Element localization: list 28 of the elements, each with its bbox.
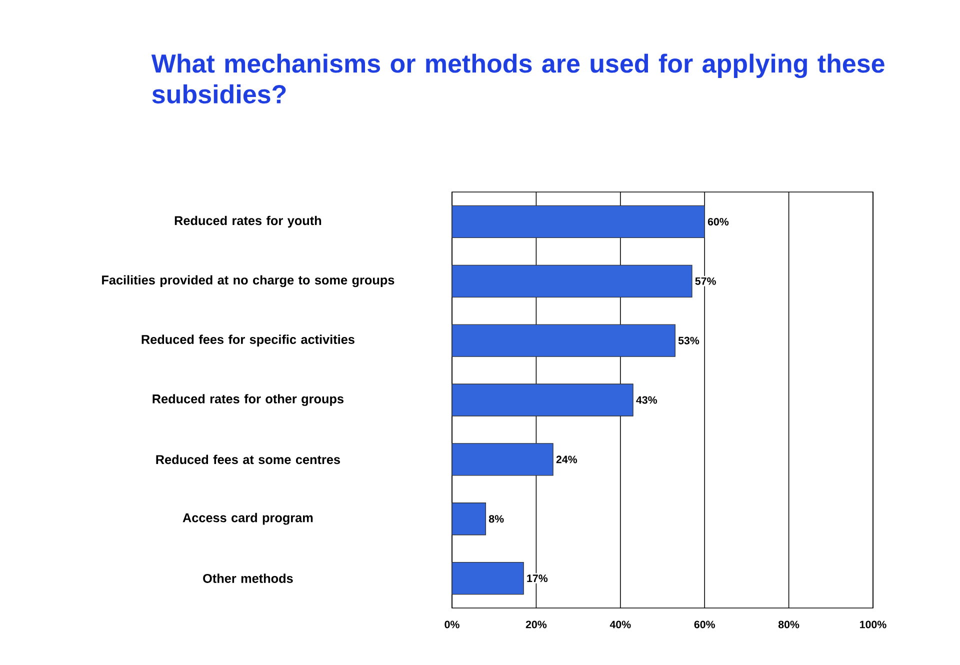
data-label: 24% bbox=[556, 456, 578, 464]
bar bbox=[452, 384, 634, 416]
y-tick-label: Other methods bbox=[203, 574, 293, 583]
chart-title: What mechanisms or methods are used for applying these subsidies? bbox=[151, 54, 884, 104]
x-tick-label: 40% bbox=[610, 620, 631, 628]
y-tick-label: Access card program bbox=[182, 512, 313, 525]
bar bbox=[452, 324, 676, 357]
bar bbox=[452, 562, 524, 595]
y-tick-label: Reduced fees for specific activities bbox=[142, 334, 354, 346]
y-tick-label: Reduced rates for youth bbox=[174, 216, 322, 228]
data-label: 43% bbox=[636, 396, 658, 404]
bar bbox=[452, 264, 692, 298]
x-tick-label: 60% bbox=[694, 620, 715, 628]
y-tick-label: Reduced fees at some centres bbox=[156, 454, 340, 464]
data-label: 53% bbox=[678, 336, 700, 344]
x-tick-label: 80% bbox=[778, 620, 800, 628]
bar bbox=[452, 502, 486, 536]
x-tick-label: 0% bbox=[444, 620, 460, 628]
data-label: 17% bbox=[527, 574, 548, 582]
y-tick-label: Facilities provided at no charge to some groups bbox=[102, 275, 394, 288]
bar bbox=[452, 443, 554, 476]
x-tick-label: 20% bbox=[526, 620, 547, 628]
data-label: 60% bbox=[708, 218, 729, 226]
bar bbox=[452, 205, 705, 238]
data-label: 57% bbox=[695, 277, 716, 285]
x-tick-label: 100% bbox=[860, 620, 886, 628]
y-tick-label: Reduced rates for other groups bbox=[152, 394, 344, 406]
data-label: 8% bbox=[488, 515, 504, 523]
